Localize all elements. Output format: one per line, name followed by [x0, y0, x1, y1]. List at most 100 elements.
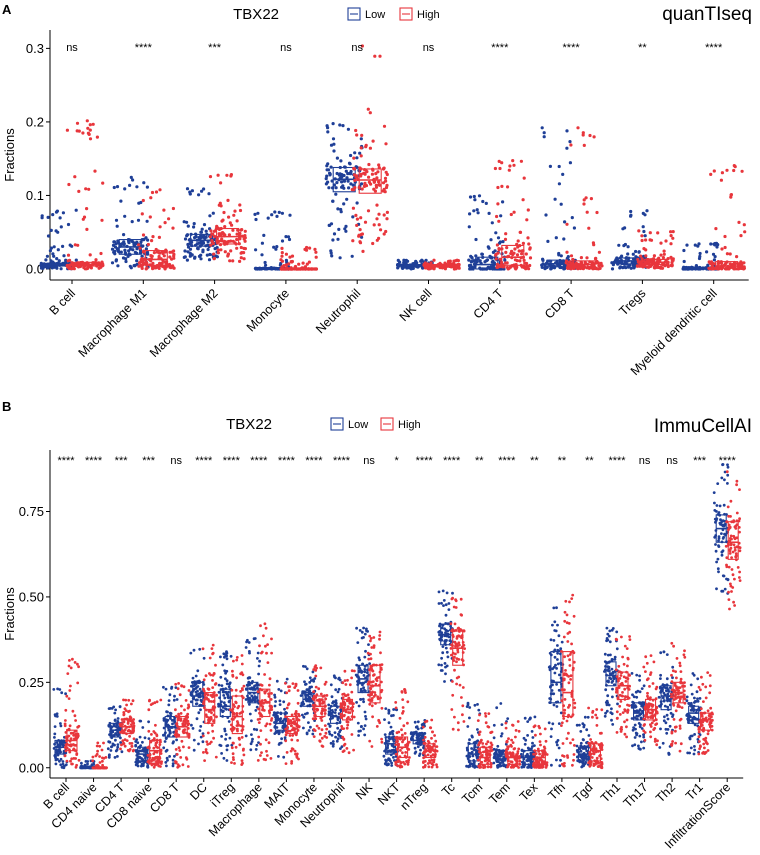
- data-point: [565, 250, 569, 254]
- data-point: [279, 267, 283, 271]
- data-point: [204, 748, 208, 751]
- data-point: [215, 693, 219, 697]
- data-point: [282, 700, 286, 704]
- data-point: [235, 246, 239, 250]
- data-point: [208, 656, 212, 660]
- data-point: [169, 731, 172, 735]
- data-point: [212, 257, 216, 261]
- data-point: [130, 745, 134, 748]
- data-point: [441, 645, 445, 648]
- data-point: [77, 129, 81, 133]
- data-point: [238, 259, 242, 263]
- data-point: [740, 169, 744, 173]
- data-point: [360, 187, 364, 191]
- data-point: [88, 128, 92, 132]
- data-point: [264, 263, 268, 267]
- data-point: [165, 710, 169, 714]
- data-point: [76, 662, 79, 666]
- data-point: [481, 199, 485, 204]
- data-point: [347, 716, 350, 719]
- data-point: [304, 683, 307, 686]
- data-point: [73, 175, 77, 179]
- data-point: [86, 760, 90, 763]
- data-point: [140, 212, 144, 216]
- data-point: [280, 259, 285, 263]
- data-point: [456, 627, 460, 630]
- data-point: [207, 192, 211, 196]
- data-point: [260, 253, 264, 257]
- data-point: [311, 717, 315, 721]
- data-point: [279, 689, 283, 693]
- data-point: [329, 683, 333, 687]
- x-tick-label: CD8 T: [542, 286, 578, 322]
- data-point: [618, 266, 622, 270]
- data-point: [346, 723, 350, 727]
- data-point: [369, 637, 373, 640]
- data-point: [119, 741, 122, 744]
- data-point: [434, 739, 438, 743]
- data-point: [364, 715, 367, 718]
- data-point: [252, 637, 256, 641]
- data-point: [561, 172, 565, 176]
- data-point: [295, 756, 299, 759]
- data-point: [205, 751, 209, 755]
- data-point: [378, 637, 381, 641]
- data-point: [151, 235, 155, 239]
- data-point: [685, 243, 689, 247]
- data-point: [656, 231, 660, 235]
- data-point: [355, 217, 359, 221]
- data-point: [174, 708, 177, 712]
- significance-label: ns: [363, 455, 375, 467]
- significance-label: ns: [280, 42, 292, 54]
- data-point: [109, 749, 113, 752]
- data-point: [363, 688, 366, 692]
- data-point: [627, 265, 631, 269]
- data-point: [399, 749, 402, 752]
- data-point: [401, 698, 405, 701]
- data-point: [286, 703, 290, 707]
- data-point: [641, 225, 645, 229]
- data-point: [378, 721, 382, 725]
- data-point: [472, 209, 476, 213]
- data-point: [284, 715, 287, 719]
- data-point: [712, 258, 717, 262]
- data-point: [356, 177, 360, 182]
- data-point: [334, 708, 337, 712]
- data-point: [69, 684, 72, 688]
- data-point: [737, 220, 741, 224]
- data-point: [203, 759, 207, 762]
- data-point: [197, 241, 201, 245]
- data-point: [346, 179, 350, 183]
- data-point: [189, 691, 193, 695]
- data-point: [368, 662, 371, 665]
- data-point: [361, 681, 364, 685]
- data-point: [171, 206, 175, 211]
- data-point: [401, 706, 405, 709]
- data-point: [445, 591, 449, 595]
- data-point: [226, 253, 230, 257]
- data-point: [259, 742, 262, 746]
- data-point: [207, 710, 211, 713]
- data-point: [317, 726, 321, 730]
- box-group-low: [324, 122, 364, 260]
- x-tick-label: Macrophage M2: [147, 286, 221, 360]
- box-group-low: [182, 187, 219, 262]
- data-point: [394, 701, 398, 704]
- significance-label: ****: [563, 42, 581, 54]
- data-point: [186, 250, 190, 254]
- data-point: [264, 758, 267, 762]
- data-point: [362, 636, 365, 639]
- data-point: [329, 251, 333, 255]
- data-point: [189, 651, 193, 655]
- data-point: [487, 211, 491, 215]
- data-point: [131, 248, 135, 252]
- data-point: [199, 253, 203, 257]
- data-point: [394, 706, 398, 710]
- data-point: [373, 54, 377, 58]
- data-point: [582, 143, 586, 147]
- data-point: [214, 663, 217, 667]
- data-point: [61, 211, 65, 215]
- data-point: [231, 669, 234, 673]
- data-point: [476, 719, 480, 722]
